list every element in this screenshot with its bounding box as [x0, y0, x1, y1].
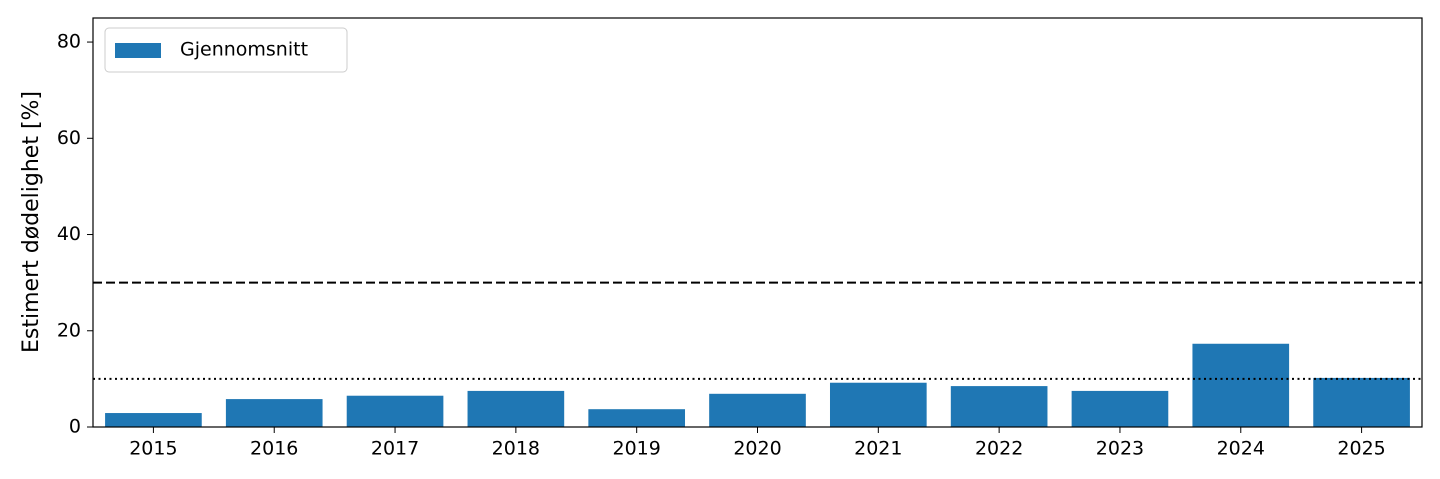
plot-frame	[92, 17, 1423, 428]
y-axis-label: Estimert dødelighet [%]	[19, 91, 44, 353]
y-tick-label: 60	[57, 127, 81, 149]
bar	[346, 395, 444, 427]
x-tick-label: 2025	[1337, 438, 1385, 460]
bar	[1313, 377, 1410, 427]
y-tick-label: 20	[57, 319, 81, 341]
x-tick-label: 2020	[733, 438, 781, 460]
x-tick-label: 2017	[371, 438, 419, 460]
bar	[588, 409, 686, 427]
legend-box	[104, 27, 348, 73]
x-tick-label: 2022	[975, 438, 1023, 460]
y-tick-label: 0	[69, 416, 81, 438]
x-tick-label: 2024	[1217, 438, 1265, 460]
y-tick-label: 40	[57, 223, 81, 245]
x-tick-label: 2018	[492, 438, 540, 460]
y-tick-label: 80	[57, 31, 81, 53]
bar	[1071, 390, 1169, 427]
bar	[1192, 343, 1290, 427]
x-tick-label: 2019	[613, 438, 661, 460]
x-tick-label: 2016	[250, 438, 298, 460]
bar	[709, 393, 806, 427]
bar	[829, 382, 927, 427]
x-tick-label: 2015	[129, 438, 177, 460]
x-tick-label: 2023	[1096, 438, 1144, 460]
legend-swatch	[115, 43, 161, 58]
legend-label: Gjennomsnitt	[180, 39, 308, 61]
bar	[105, 413, 202, 427]
bar	[950, 386, 1048, 427]
bar	[467, 390, 565, 427]
bar	[225, 399, 323, 427]
x-tick-label: 2021	[854, 438, 902, 460]
